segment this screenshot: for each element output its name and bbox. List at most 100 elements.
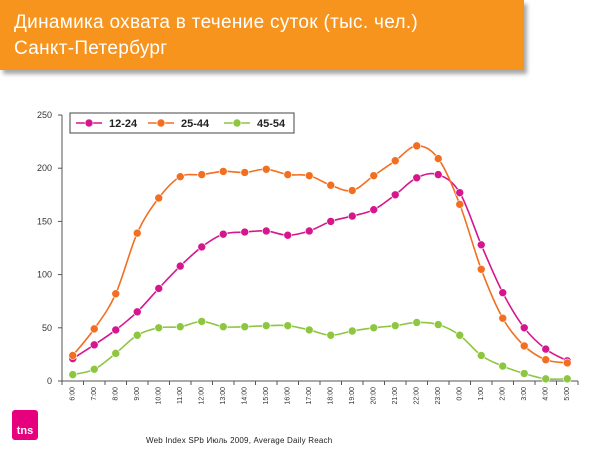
data-point-25-44 bbox=[89, 324, 99, 334]
data-point-25-44 bbox=[498, 313, 508, 323]
legend-box bbox=[69, 112, 295, 134]
data-point-12-24 bbox=[240, 227, 250, 237]
data-point-25-44 bbox=[347, 186, 357, 195]
chart-points bbox=[68, 141, 572, 384]
chart-lines bbox=[72, 145, 568, 381]
chart-subtitle: Санкт-Петербург bbox=[14, 38, 168, 59]
legend-marker bbox=[232, 118, 242, 128]
y-tick-label: 50 bbox=[42, 323, 52, 333]
data-point-45-54 bbox=[89, 364, 99, 374]
data-point-25-44 bbox=[541, 355, 551, 365]
x-tick-label: 23:00 bbox=[435, 387, 442, 405]
x-tick-label: 2:00 bbox=[500, 387, 507, 401]
x-tick-label: 20:00 bbox=[371, 387, 378, 405]
chart-title: Динамика охвата в течение суток (тыс. че… bbox=[14, 12, 419, 33]
x-tick-label: 0:00 bbox=[457, 387, 464, 401]
data-point-45-54 bbox=[347, 326, 357, 336]
data-point-25-44 bbox=[261, 164, 271, 174]
data-point-25-44 bbox=[132, 228, 142, 238]
data-point-25-44 bbox=[562, 358, 572, 368]
data-point-45-54 bbox=[283, 321, 293, 330]
data-point-45-54 bbox=[132, 330, 142, 340]
data-point-12-24 bbox=[433, 170, 443, 179]
x-tick-label: 5:00 bbox=[564, 387, 571, 401]
data-point-25-44 bbox=[304, 171, 314, 180]
data-point-12-24 bbox=[197, 242, 207, 252]
data-point-12-24 bbox=[541, 344, 551, 354]
legend-marker bbox=[156, 118, 166, 128]
data-point-25-44 bbox=[369, 171, 379, 180]
source-note: Web Index SPb Июль 2009, Average Daily R… bbox=[146, 436, 333, 445]
data-point-25-44 bbox=[197, 170, 207, 179]
data-point-25-44 bbox=[455, 200, 465, 209]
data-point-12-24 bbox=[261, 226, 271, 236]
x-tick-label: 7:00 bbox=[91, 387, 98, 401]
data-point-25-44 bbox=[218, 167, 228, 176]
data-point-45-54 bbox=[218, 322, 228, 332]
data-point-45-54 bbox=[261, 321, 271, 330]
x-tick-label: 11:00 bbox=[177, 387, 184, 404]
data-point-25-44 bbox=[154, 193, 164, 203]
data-point-25-44 bbox=[283, 170, 293, 179]
data-point-12-24 bbox=[326, 217, 336, 226]
x-tick-label: 4:00 bbox=[543, 387, 550, 401]
data-point-12-24 bbox=[89, 340, 99, 350]
data-point-12-24 bbox=[132, 307, 142, 317]
data-point-45-54 bbox=[111, 349, 121, 358]
data-point-45-54 bbox=[326, 330, 336, 340]
data-point-25-44 bbox=[111, 289, 121, 299]
legend-label: 12-24 bbox=[109, 118, 138, 130]
x-tick-label: 12:00 bbox=[199, 387, 206, 405]
data-point-12-24 bbox=[218, 229, 228, 239]
data-point-45-54 bbox=[455, 330, 465, 340]
data-point-12-24 bbox=[476, 240, 486, 250]
x-tick-label: 17:00 bbox=[306, 387, 313, 405]
data-point-12-24 bbox=[455, 188, 465, 197]
data-point-25-44 bbox=[433, 154, 443, 163]
data-point-12-24 bbox=[347, 211, 357, 221]
data-point-45-54 bbox=[304, 325, 314, 335]
chart-axes: 0 50 100 150 200 250 6:00 7:00 8:00 9:00 10:00 11:0… bbox=[37, 110, 579, 405]
data-point-25-44 bbox=[412, 141, 422, 151]
data-point-45-54 bbox=[498, 361, 508, 371]
data-point-25-44 bbox=[68, 351, 78, 360]
data-point-12-24 bbox=[175, 261, 185, 271]
x-tick-label: 19:00 bbox=[349, 387, 356, 405]
y-tick-label: 250 bbox=[37, 110, 52, 120]
x-tick-label: 8:00 bbox=[113, 387, 120, 401]
data-point-45-54 bbox=[240, 322, 250, 332]
data-point-12-24 bbox=[369, 205, 379, 214]
data-point-45-54 bbox=[369, 323, 379, 333]
data-point-12-24 bbox=[412, 173, 422, 183]
data-point-12-24 bbox=[111, 325, 121, 335]
data-point-25-44 bbox=[240, 168, 250, 177]
x-tick-label: 16:00 bbox=[285, 387, 292, 405]
data-point-45-54 bbox=[541, 374, 551, 384]
data-point-45-54 bbox=[433, 320, 443, 329]
x-tick-label: 18:00 bbox=[328, 387, 335, 405]
y-tick-label: 0 bbox=[47, 376, 52, 386]
y-tick-label: 100 bbox=[37, 270, 52, 280]
data-point-12-24 bbox=[390, 190, 400, 200]
x-tick-label: 14:00 bbox=[242, 387, 249, 405]
data-point-25-44 bbox=[519, 341, 529, 351]
data-point-12-24 bbox=[498, 288, 508, 297]
title-banner: Динамика охвата в течение суток (тыс. че… bbox=[0, 0, 524, 70]
legend-marker bbox=[84, 118, 94, 128]
data-point-12-24 bbox=[519, 323, 529, 333]
data-point-12-24 bbox=[154, 284, 164, 293]
data-point-45-54 bbox=[519, 369, 529, 378]
x-tick-label: 22:00 bbox=[414, 387, 421, 405]
data-point-45-54 bbox=[412, 318, 422, 327]
legend-label: 25-44 bbox=[181, 118, 210, 130]
chart-legend: 12-24 25-44 45-54 bbox=[69, 112, 295, 134]
data-point-45-54 bbox=[562, 374, 572, 384]
data-point-12-24 bbox=[304, 226, 314, 236]
y-tick-label: 150 bbox=[37, 216, 52, 226]
x-tick-label: 3:00 bbox=[521, 387, 528, 401]
data-point-25-44 bbox=[175, 172, 185, 182]
data-point-45-54 bbox=[390, 321, 400, 330]
data-point-12-24 bbox=[283, 230, 293, 240]
data-point-45-54 bbox=[175, 322, 185, 332]
